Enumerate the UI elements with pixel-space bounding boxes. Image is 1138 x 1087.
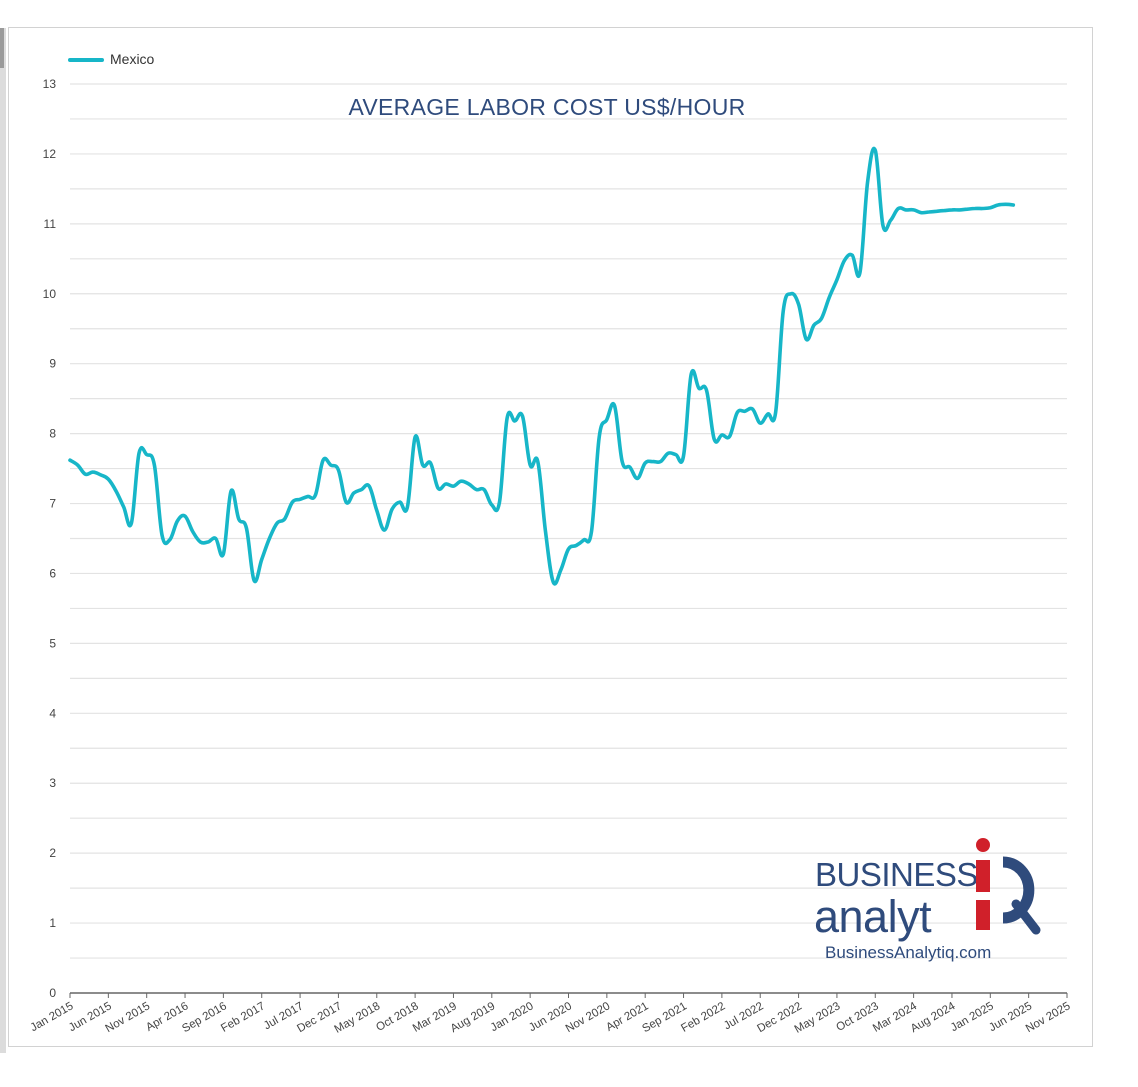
business-analytiq-logo: BUSINESS analyt BusinessAnalytiq.com <box>814 838 1041 962</box>
logo-q-tail <box>1011 899 1041 935</box>
window-left-edge-handle <box>0 28 4 68</box>
y-tick-label: 5 <box>49 636 56 650</box>
logo-business-text: BUSINESS <box>815 856 978 893</box>
y-tick-label: 10 <box>43 287 57 301</box>
legend-label-mexico: Mexico <box>110 51 155 67</box>
window-left-edge <box>0 28 6 1053</box>
y-tick-label: 4 <box>49 706 56 720</box>
y-tick-label: 7 <box>49 497 56 511</box>
chart-frame <box>8 27 1093 1047</box>
x-tick-label: Aug 2024 <box>909 1000 958 1035</box>
x-tick-label: Jan 2025 <box>949 1000 996 1034</box>
chart-title: AVERAGE LABOR COST US$/HOUR <box>348 94 745 120</box>
y-tick-label: 13 <box>43 77 57 91</box>
legend[interactable]: Mexico <box>68 51 155 67</box>
x-tick-label: Jan 2015 <box>29 1000 76 1034</box>
logo-i-foot <box>976 900 990 930</box>
y-tick-label: 3 <box>49 776 56 790</box>
y-tick-label: 8 <box>49 427 56 441</box>
x-tick-label: Jan 2020 <box>489 1000 536 1034</box>
y-tick-label: 12 <box>43 147 57 161</box>
y-tick-label: 11 <box>44 217 57 231</box>
y-tick-label: 9 <box>49 357 56 371</box>
logo-analyt-text: analyt <box>814 891 932 942</box>
logo-i-dot <box>976 838 990 852</box>
y-tick-label: 2 <box>49 846 56 860</box>
y-tick-label: 6 <box>49 566 56 580</box>
x-tick-label: Feb 2022 <box>679 1000 727 1035</box>
logo-q-bowl <box>1002 856 1035 924</box>
series-line-mexico <box>68 146 1016 586</box>
logo-iq-mark <box>976 838 1041 935</box>
logo-url: BusinessAnalytiq.com <box>825 943 991 962</box>
y-tick-label: 0 <box>49 986 56 1000</box>
gridlines <box>70 83 1067 959</box>
logo-i-stem <box>976 860 990 892</box>
y-tick-label: 1 <box>49 916 56 930</box>
x-tick-label: Feb 2017 <box>219 1000 267 1035</box>
